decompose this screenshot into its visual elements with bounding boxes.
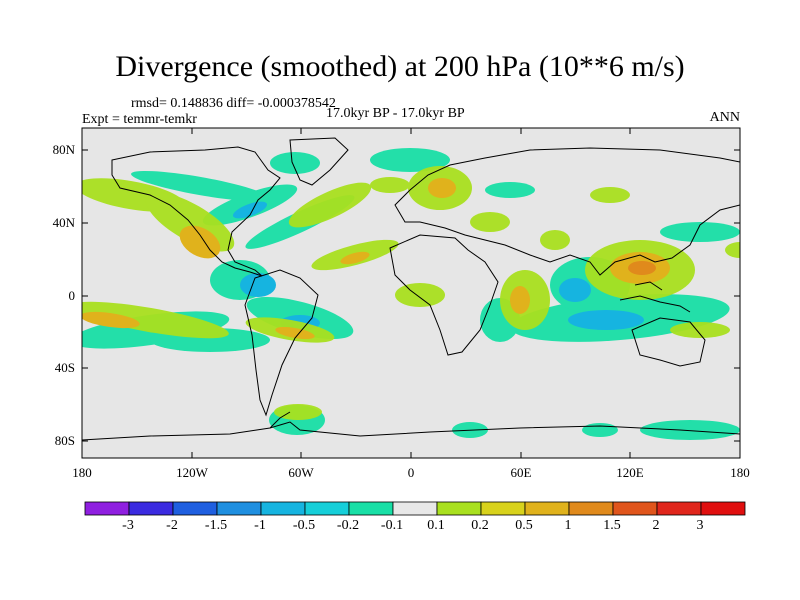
contour-region <box>288 182 372 228</box>
contour-region <box>275 326 315 340</box>
lat-label: 0 <box>68 288 76 303</box>
contour-region <box>240 273 276 297</box>
plot-title: Divergence (smoothed) at 200 hPa (10**6 … <box>115 50 685 83</box>
contour-region <box>131 170 269 202</box>
contour-region <box>470 212 510 232</box>
contour-region <box>590 187 630 203</box>
colorbar-label: 2 <box>652 518 660 533</box>
lon-label: 60E <box>510 465 532 480</box>
coastline-eurasia <box>394 147 740 276</box>
contour-region <box>510 286 530 314</box>
contour-region <box>640 420 740 440</box>
season-label: ANN <box>709 110 740 125</box>
contour-region <box>568 310 644 330</box>
contour-region <box>628 261 656 275</box>
contour-region <box>395 283 445 307</box>
contour-region <box>670 322 730 338</box>
contour-region <box>485 182 535 198</box>
colorbar-swatch <box>348 501 394 516</box>
colorbar-swatch <box>568 501 614 516</box>
contour-region <box>340 251 370 265</box>
coastline-australia <box>631 317 706 367</box>
colorbar-swatch <box>172 501 218 516</box>
contour-region <box>232 201 268 219</box>
lat-ticks <box>82 149 740 442</box>
colorbar-label: -1 <box>254 518 266 533</box>
colorbar-label: -1.5 <box>204 518 228 533</box>
lon-label: 180 <box>72 465 92 480</box>
lon-label: 120W <box>176 465 208 480</box>
colorbar-swatch <box>128 501 174 516</box>
rmsd-diff-stats: rmsd= 0.148836 diff= -0.000378542 <box>131 96 336 111</box>
contour-region <box>428 178 456 198</box>
colorbar-label: 1.5 <box>603 518 621 533</box>
colorbar-swatch <box>304 501 350 516</box>
lat-label: 80N <box>52 142 75 157</box>
contour-region <box>559 278 591 302</box>
contour-region <box>274 404 322 420</box>
colorbar-label: -3 <box>122 518 134 533</box>
lon-label: 180 <box>730 465 750 480</box>
lat-label: 40N <box>52 215 75 230</box>
colorbar-label: 0.5 <box>515 518 533 533</box>
lat-label: 40S <box>54 360 75 375</box>
colorbar-label: -0.1 <box>380 518 404 533</box>
colorbar-swatch <box>524 501 570 516</box>
colorbar-label: -0.2 <box>336 518 360 533</box>
contour-region <box>370 177 410 193</box>
lon-label: 120E <box>616 465 644 480</box>
coastline-islands <box>634 281 663 291</box>
contour-region <box>270 152 320 174</box>
colorbar-label: -0.5 <box>292 518 316 533</box>
lat-label: 80S <box>54 433 75 448</box>
lon-label: 60W <box>288 465 314 480</box>
colorbar-swatch <box>612 501 658 516</box>
colorbar-label: 3 <box>696 518 704 533</box>
contour-region <box>660 222 740 242</box>
colorbar-label: -2 <box>166 518 178 533</box>
contour-region <box>725 242 740 258</box>
lon-ticks <box>81 128 741 458</box>
colorbar-swatch <box>392 501 438 516</box>
coastline-antarctica <box>82 421 740 441</box>
colorbar-label: 0.2 <box>471 518 489 533</box>
coastline-south-america <box>244 269 319 417</box>
coastline-north-america <box>111 146 281 277</box>
colorbar-swatch <box>216 501 262 516</box>
contour-region <box>82 301 229 339</box>
contour-region <box>370 148 450 172</box>
coastlines <box>82 137 740 441</box>
colorbar-swatch <box>260 501 306 516</box>
colorbar-label: 0.1 <box>427 518 445 533</box>
colorbar <box>84 501 746 516</box>
coastline-antarctic-peninsula <box>269 411 291 429</box>
lon-label: 0 <box>407 465 415 480</box>
coastline-africa <box>389 234 499 356</box>
colorbar-label: 1 <box>564 518 572 533</box>
contour-region <box>540 230 570 250</box>
colorbar-swatch <box>436 501 482 516</box>
experiment-label: Expt = temmr-temkr <box>82 112 197 127</box>
coastline-greenland <box>289 137 349 186</box>
colorbar-swatch <box>656 501 702 516</box>
colorbar-swatch <box>480 501 526 516</box>
period-label: 17.0kyr BP - 17.0kyr BP <box>326 106 465 121</box>
colorbar-swatch <box>700 501 746 516</box>
contour-region <box>582 423 618 437</box>
contour-region <box>82 311 140 329</box>
coastline-islands <box>619 295 691 313</box>
colorbar-swatch <box>84 501 130 516</box>
